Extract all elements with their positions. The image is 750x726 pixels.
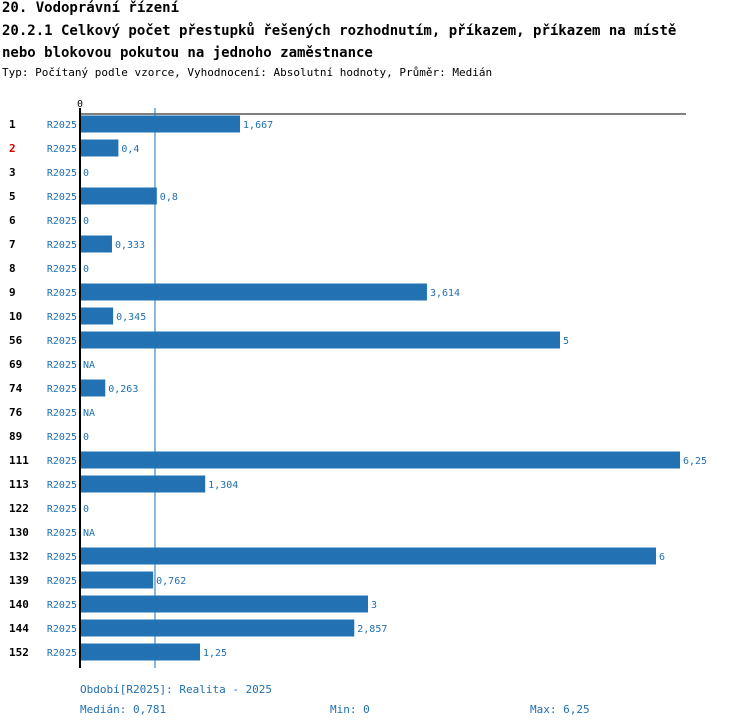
- row-id-label: 1: [9, 118, 16, 131]
- bar: [80, 379, 106, 397]
- row-id-label: 89: [9, 430, 22, 443]
- bar: [80, 571, 154, 589]
- row-id-label: 69: [9, 358, 22, 371]
- row-id-label: 56: [9, 334, 23, 347]
- row-id-label: 144: [9, 622, 29, 635]
- bar: [80, 283, 427, 301]
- bar: [80, 307, 114, 325]
- bar: [80, 139, 119, 157]
- row-id-label: 7: [9, 238, 16, 251]
- row-series-label: R2025: [47, 432, 77, 443]
- value-label: 0,762: [156, 576, 186, 587]
- footer-min: Min: 0: [330, 703, 370, 716]
- footer-max: Max: 6,25: [530, 703, 590, 716]
- value-label: 2,857: [357, 624, 387, 635]
- row-id-label: 113: [9, 478, 29, 491]
- row-series-label: R2025: [47, 192, 77, 203]
- row-series-label: R2025: [47, 408, 77, 419]
- row-id-label: 8: [9, 262, 16, 275]
- row-id-label: 130: [9, 526, 29, 539]
- value-label: 0: [83, 504, 89, 515]
- bar: [80, 547, 656, 565]
- chart-title-line-1: 20.2.1 Celkový počet přestupků řešených …: [2, 23, 677, 39]
- row-series-label: R2025: [47, 384, 77, 395]
- value-label: 0,263: [108, 384, 138, 395]
- chart-subtitle: Typ: Počítaný podle vzorce, Vyhodnocení:…: [2, 66, 493, 79]
- row-series-label: R2025: [47, 144, 77, 155]
- value-label: 1,667: [243, 120, 273, 131]
- value-label: NA: [83, 528, 95, 539]
- value-label: 6: [659, 552, 665, 563]
- row-series-label: R2025: [47, 264, 77, 275]
- chart-title: 20.2.1 Celkový počet přestupků řešených …: [2, 20, 676, 64]
- value-label: 5: [563, 336, 569, 347]
- row-id-label: 5: [9, 190, 16, 203]
- value-label: 3,614: [430, 288, 460, 299]
- value-label: 1,304: [208, 480, 238, 491]
- row-series-label: R2025: [47, 480, 77, 491]
- value-label: 0: [83, 264, 89, 275]
- row-id-label: 10: [9, 310, 22, 323]
- row-series-label: R2025: [47, 312, 77, 323]
- row-series-label: R2025: [47, 576, 77, 587]
- value-label: 3: [371, 600, 377, 611]
- bar: [80, 187, 157, 205]
- row-series-label: R2025: [47, 288, 77, 299]
- row-id-label: 76: [9, 406, 23, 419]
- value-label: 0: [83, 432, 89, 443]
- row-id-label: 111: [9, 454, 29, 467]
- row-series-label: R2025: [47, 216, 77, 227]
- row-series-label: R2025: [47, 456, 77, 467]
- row-series-label: R2025: [47, 552, 77, 563]
- value-label: NA: [83, 360, 95, 371]
- bar: [80, 451, 680, 469]
- bar: [80, 235, 112, 253]
- row-series-label: R2025: [47, 240, 77, 251]
- value-label: 1,25: [203, 648, 227, 659]
- footer-median: Medián: 0,781: [80, 703, 167, 716]
- bar: [80, 331, 560, 349]
- value-label: 0,4: [121, 144, 139, 155]
- row-series-label: R2025: [47, 528, 77, 539]
- bar: [80, 643, 200, 661]
- row-id-label: 9: [9, 286, 16, 299]
- value-label: 0,345: [116, 312, 146, 323]
- row-id-label: 122: [9, 502, 29, 515]
- bar: [80, 475, 206, 493]
- row-id-label: 152: [9, 646, 29, 659]
- bar: [80, 595, 368, 613]
- value-label: 0,333: [115, 240, 145, 251]
- section-title: 20. Vodoprávní řízení: [2, 0, 180, 16]
- chart-title-line-2: nebo blokovou pokutou na jednoho zaměstn…: [2, 45, 373, 61]
- value-label: 0: [83, 216, 89, 227]
- row-series-label: R2025: [47, 600, 77, 611]
- row-series-label: R2025: [47, 504, 77, 515]
- row-id-label: 140: [9, 598, 29, 611]
- row-id-label: 2: [9, 142, 16, 155]
- row-id-label: 3: [9, 166, 16, 179]
- value-label: NA: [83, 408, 95, 419]
- value-label: 0,8: [160, 192, 178, 203]
- axis-zero-label: 0: [77, 99, 83, 110]
- row-series-label: R2025: [47, 336, 77, 347]
- value-label: 6,25: [683, 456, 707, 467]
- row-series-label: R2025: [47, 648, 77, 659]
- row-series-label: R2025: [47, 120, 77, 131]
- row-id-label: 6: [9, 214, 16, 227]
- row-id-label: 74: [9, 382, 23, 395]
- row-series-label: R2025: [47, 360, 77, 371]
- value-label: 0: [83, 168, 89, 179]
- bar: [80, 619, 355, 637]
- row-id-label: 139: [9, 574, 29, 587]
- bar: [80, 115, 241, 133]
- row-series-label: R2025: [47, 624, 77, 635]
- row-series-label: R2025: [47, 168, 77, 179]
- footer-period: Období[R2025]: Realita - 2025: [80, 683, 273, 696]
- row-id-label: 132: [9, 550, 29, 563]
